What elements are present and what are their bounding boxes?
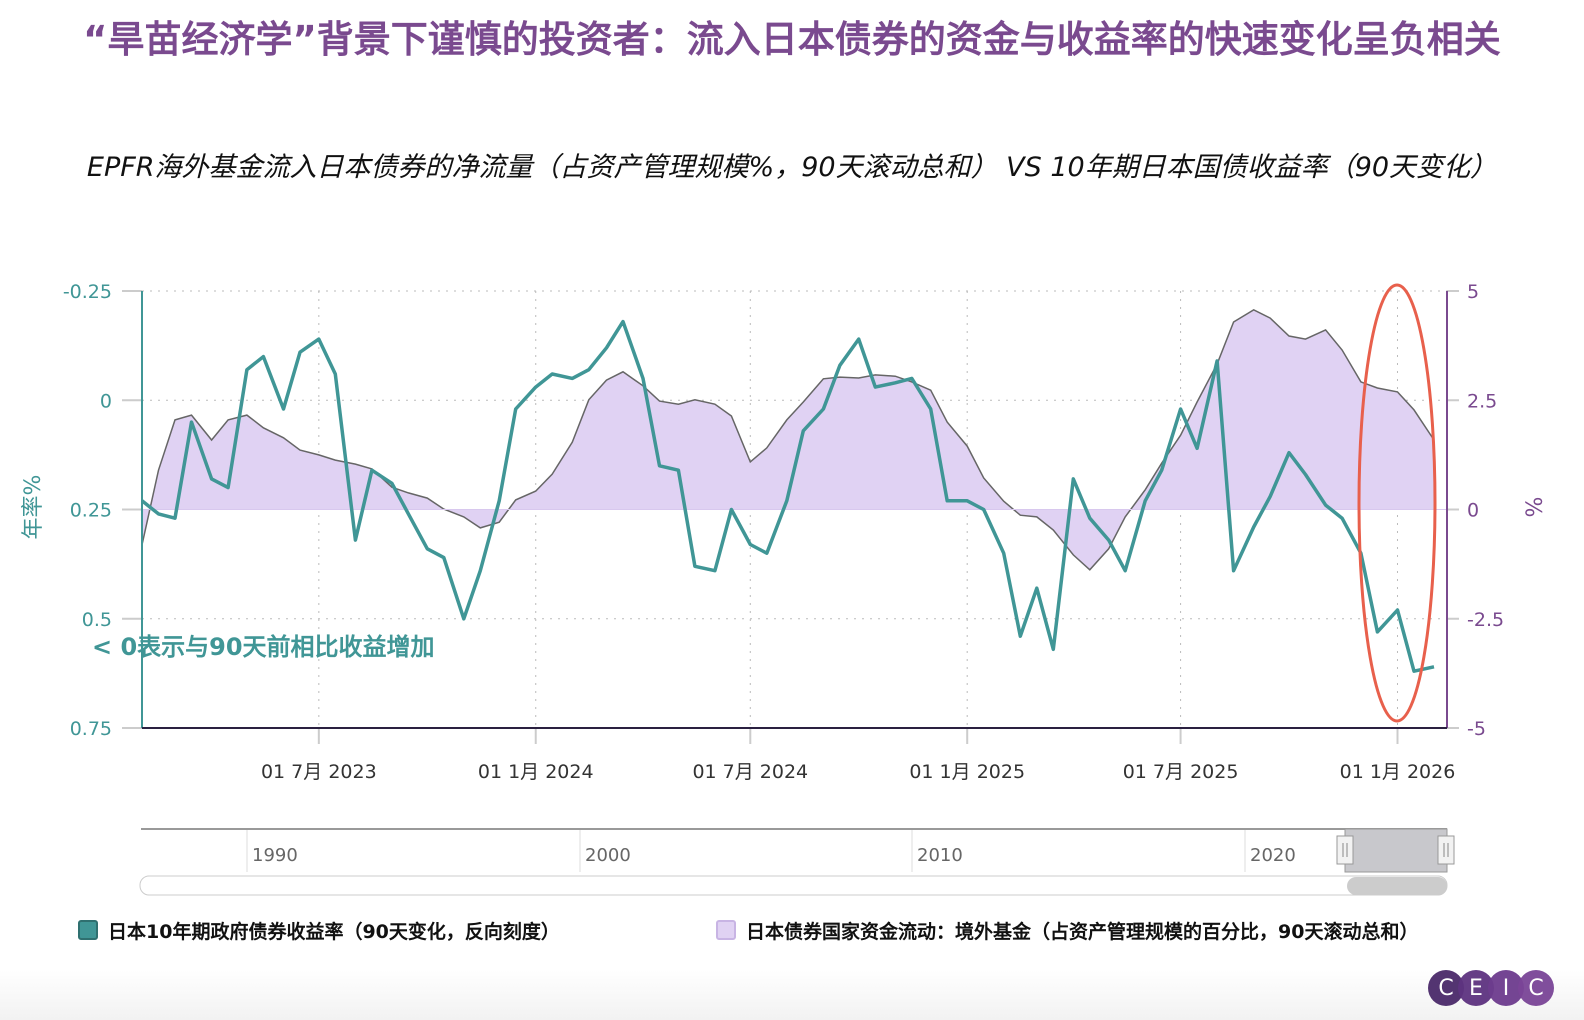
navigator-label: 2010 <box>917 845 963 866</box>
x-tick-label: 01 1月 2026 <box>1340 761 1456 783</box>
legend-item-flow[interactable]: 日本债券国家资金流动：境外基金（占资产管理规模的百分比，90天滚动总和） <box>716 915 1418 945</box>
navigator-label: 2020 <box>1250 845 1296 866</box>
legend-label-yield: 日本10年期政府债券收益率（90天变化，反向刻度） <box>108 920 560 943</box>
scrollbar-thumb[interactable] <box>1347 877 1447 895</box>
flow-area <box>142 309 1435 570</box>
legend-label-flow: 日本债券国家资金流动：境外基金（占资产管理规模的百分比，90天滚动总和） <box>746 920 1419 943</box>
navigator-label: 2000 <box>585 845 631 866</box>
scrollbar-track[interactable] <box>139 875 1448 896</box>
right-tick-label: 2.5 <box>1467 390 1497 412</box>
navigator-handle-right[interactable] <box>1437 835 1455 865</box>
right-tick-label: 5 <box>1467 281 1479 303</box>
navigator[interactable]: 1990 2000 2010 2020 <box>139 828 1455 896</box>
highlight-ellipse <box>1357 283 1437 723</box>
x-tick-label: 01 7月 2024 <box>692 761 808 783</box>
left-tick-label: 0.75 <box>70 718 112 740</box>
legend-swatch-yield <box>78 920 98 940</box>
right-tick-label: 0 <box>1467 500 1479 522</box>
right-axis-label: % <box>1523 497 1548 518</box>
x-tick-label: 01 7月 2023 <box>261 761 377 783</box>
right-tick-label: -5 <box>1467 718 1486 740</box>
navigator-selection[interactable] <box>1344 828 1448 873</box>
x-tick-label: 01 1月 2025 <box>909 761 1025 783</box>
x-tick-label: 01 7月 2025 <box>1123 761 1239 783</box>
x-tick-label: 01 1月 2024 <box>478 761 594 783</box>
logo-letter: C <box>1428 970 1464 1006</box>
left-tick-label: 0.5 <box>82 609 112 631</box>
navigator-handle-left[interactable] <box>1336 835 1354 865</box>
left-tick-label: 0 <box>100 390 112 412</box>
annotation-text: < 0表示与90天前相比收益增加 <box>92 633 435 661</box>
legend-swatch-flow <box>716 920 736 940</box>
axes: -0.25 0 0.25 0.5 0.75 5 2.5 0 -2.5 -5 01 7月 2023 01… <box>63 281 1504 783</box>
chart-title: “旱苗经济学”背景下谨慎的投资者：流入日本债券的资金与收益率的快速变化呈负相关 <box>83 18 1501 61</box>
left-tick-label: -0.25 <box>63 281 112 303</box>
navigator-track[interactable] <box>141 828 1447 872</box>
left-axis-label: 年率% <box>21 475 46 540</box>
right-tick-label: -2.5 <box>1467 609 1504 631</box>
left-tick-label: 0.25 <box>70 500 112 522</box>
legend-item-yield[interactable]: 日本10年期政府债券收益率（90天变化，反向刻度） <box>78 915 560 945</box>
navigator-label: 1990 <box>252 845 298 866</box>
yield-line <box>140 319 1435 673</box>
logo-letter: C <box>1518 970 1554 1006</box>
chart-subtitle: EPFR海外基金流入日本债券的净流量（占资产管理规模%，90天滚动总和） VS … <box>86 152 1498 183</box>
